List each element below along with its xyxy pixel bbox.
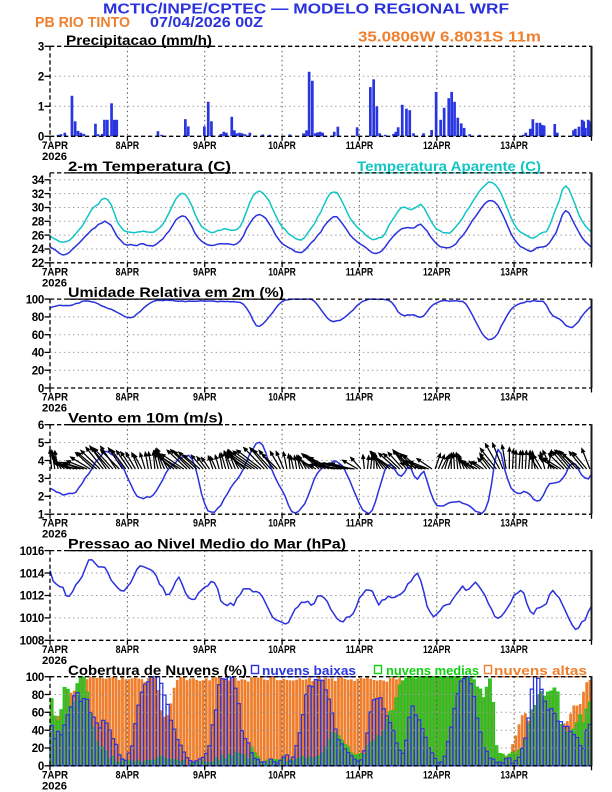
svg-text:100: 100: [26, 294, 44, 306]
svg-text:35.0806W 6.8031S 11m: 35.0806W 6.8031S 11m: [358, 30, 541, 46]
svg-text:3: 3: [38, 42, 44, 54]
svg-text:Pressao ao Nivel Medio do Mar: Pressao ao Nivel Medio do Mar (hPa): [68, 537, 346, 552]
svg-text:1008: 1008: [20, 636, 45, 648]
svg-text:30: 30: [32, 203, 44, 215]
svg-text:60: 60: [32, 330, 44, 342]
svg-text:40: 40: [32, 725, 44, 737]
svg-text:0: 0: [38, 132, 44, 144]
svg-text:40: 40: [32, 348, 44, 360]
svg-text:4: 4: [38, 456, 45, 468]
svg-text:10APR: 10APR: [268, 392, 296, 404]
svg-text:nuvens baixas: nuvens baixas: [262, 663, 356, 678]
svg-text:11APR: 11APR: [346, 392, 374, 404]
svg-text:7APR: 7APR: [42, 392, 68, 404]
svg-text:Cobertura de Nuvens (%): Cobertura de Nuvens (%): [68, 663, 247, 678]
svg-text:28: 28: [32, 217, 45, 229]
svg-text:80: 80: [32, 690, 44, 702]
svg-text:20: 20: [32, 366, 44, 378]
svg-text:13APR: 13APR: [500, 769, 528, 781]
svg-text:22: 22: [32, 258, 44, 270]
svg-text:1012: 1012: [20, 591, 44, 603]
svg-text:9APR: 9APR: [193, 392, 217, 404]
svg-text:34: 34: [32, 175, 45, 187]
svg-text:11APR: 11APR: [346, 769, 374, 781]
svg-text:1: 1: [38, 510, 45, 522]
svg-text:MCTIC/INPE/CPTEC — MODELO REGI: MCTIC/INPE/CPTEC — MODELO REGIONAL WRF: [103, 1, 509, 18]
svg-text:Precipitacao (mm/h): Precipitacao (mm/h): [66, 33, 212, 48]
svg-text:13APR: 13APR: [500, 392, 528, 404]
svg-text:26: 26: [32, 230, 44, 242]
svg-text:10APR: 10APR: [268, 518, 296, 530]
svg-text:PB RIO TINTO: PB RIO TINTO: [35, 15, 130, 31]
svg-text:2026: 2026: [42, 780, 67, 792]
svg-text:2026: 2026: [42, 529, 67, 541]
svg-text:2-m Temperatura (C): 2-m Temperatura (C): [68, 159, 231, 174]
svg-text:13APR: 13APR: [500, 140, 528, 152]
svg-text:1010: 1010: [20, 613, 44, 625]
svg-text:2: 2: [38, 72, 44, 84]
svg-text:24: 24: [32, 244, 45, 256]
svg-text:07/04/2026 00Z: 07/04/2026 00Z: [150, 15, 263, 31]
svg-text:7APR: 7APR: [42, 266, 68, 278]
svg-text:8APR: 8APR: [116, 644, 140, 656]
svg-text:11APR: 11APR: [346, 266, 374, 278]
svg-text:1016: 1016: [20, 546, 44, 558]
svg-text:12APR: 12APR: [423, 769, 451, 781]
svg-text:2026: 2026: [42, 277, 67, 289]
svg-text:9APR: 9APR: [193, 140, 217, 152]
svg-text:7APR: 7APR: [42, 769, 68, 781]
svg-text:7APR: 7APR: [42, 518, 68, 530]
svg-text:10APR: 10APR: [268, 644, 296, 656]
svg-text:10APR: 10APR: [268, 266, 296, 278]
svg-text:12APR: 12APR: [423, 140, 451, 152]
svg-text:8APR: 8APR: [116, 266, 140, 278]
svg-text:2: 2: [38, 492, 44, 504]
svg-text:11APR: 11APR: [346, 644, 374, 656]
svg-text:11APR: 11APR: [346, 518, 374, 530]
svg-text:nuvens altas: nuvens altas: [494, 663, 587, 678]
svg-text:9APR: 9APR: [193, 644, 217, 656]
svg-text:12APR: 12APR: [423, 392, 451, 404]
svg-text:60: 60: [32, 708, 44, 720]
svg-text:13APR: 13APR: [500, 644, 528, 656]
svg-text:6: 6: [38, 420, 44, 432]
svg-text:2026: 2026: [42, 151, 67, 163]
svg-text:20: 20: [32, 743, 44, 755]
svg-text:80: 80: [32, 312, 44, 324]
svg-text:10APR: 10APR: [268, 769, 296, 781]
svg-text:12APR: 12APR: [423, 518, 451, 530]
svg-text:10APR: 10APR: [268, 140, 296, 152]
svg-text:3: 3: [38, 474, 44, 486]
svg-text:13APR: 13APR: [500, 266, 528, 278]
svg-text:Umidade Relativa em 2m (%): Umidade Relativa em 2m (%): [68, 285, 284, 300]
svg-text:9APR: 9APR: [193, 518, 217, 530]
svg-text:7APR: 7APR: [42, 644, 68, 656]
svg-text:12APR: 12APR: [423, 644, 451, 656]
svg-text:9APR: 9APR: [193, 266, 217, 278]
svg-text:7APR: 7APR: [42, 140, 68, 152]
svg-text:13APR: 13APR: [500, 518, 528, 530]
svg-text:1014: 1014: [20, 568, 45, 580]
svg-text:0: 0: [38, 383, 44, 395]
svg-text:8APR: 8APR: [116, 140, 140, 152]
svg-text:8APR: 8APR: [116, 769, 140, 781]
svg-text:Temperatura Aparente (C): Temperatura Aparente (C): [357, 159, 541, 174]
svg-text:2026: 2026: [42, 403, 67, 415]
svg-text:1: 1: [38, 102, 45, 114]
svg-text:8APR: 8APR: [116, 518, 140, 530]
svg-text:9APR: 9APR: [193, 769, 217, 781]
svg-text:0: 0: [38, 761, 44, 773]
svg-text:Vento em 10m (m/s): Vento em 10m (m/s): [68, 411, 223, 426]
svg-text:12APR: 12APR: [423, 266, 451, 278]
svg-text:nuvens medias: nuvens medias: [386, 663, 479, 678]
svg-text:100: 100: [26, 672, 44, 684]
svg-text:5: 5: [38, 438, 45, 450]
svg-text:32: 32: [32, 189, 44, 201]
svg-text:2026: 2026: [42, 655, 67, 667]
svg-text:8APR: 8APR: [116, 392, 140, 404]
svg-text:11APR: 11APR: [346, 140, 374, 152]
